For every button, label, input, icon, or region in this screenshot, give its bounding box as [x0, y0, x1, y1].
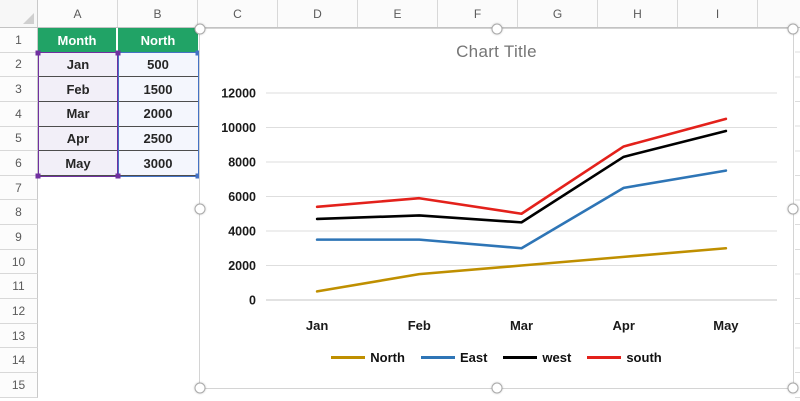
legend-item-west[interactable]: west [503, 350, 571, 365]
legend-label: west [542, 350, 572, 365]
row-header-9[interactable]: 9 [0, 225, 38, 250]
row-header-4[interactable]: 4 [0, 101, 38, 127]
legend-item-north[interactable]: North [331, 350, 405, 365]
cell-b6[interactable]: 3000 [118, 151, 198, 176]
table-row: Feb 1500 [38, 77, 198, 102]
row-header-13[interactable]: 13 [0, 323, 38, 349]
column-header-c[interactable]: C [198, 0, 278, 27]
column-header-row: A B C D E F G H I [0, 0, 800, 28]
column-header-d[interactable]: D [278, 0, 358, 27]
chart-legend[interactable]: North East west south [200, 350, 793, 365]
row-header-14[interactable]: 14 [0, 348, 38, 373]
table-header-row: Month North [38, 28, 198, 53]
legend-line-swatch [420, 356, 455, 359]
row-header-15[interactable]: 15 [0, 372, 38, 398]
svg-text:6000: 6000 [228, 190, 256, 204]
resize-handle-bottom-middle[interactable] [491, 382, 502, 394]
cell-b3[interactable]: 1500 [118, 77, 198, 102]
gridline-sliver [795, 28, 800, 401]
cell-a3[interactable]: Feb [38, 77, 118, 102]
resize-handle-bottom-left[interactable] [194, 382, 206, 394]
resize-handle-bottom-right[interactable] [787, 382, 799, 394]
svg-text:4000: 4000 [228, 225, 256, 239]
row-header-column: 1 2 3 4 5 6 7 8 9 10 11 12 13 14 15 [0, 28, 38, 398]
chart-title[interactable]: Chart Title [456, 42, 537, 61]
svg-text:Apr: Apr [613, 318, 635, 333]
legend-label: East [459, 350, 488, 365]
table-row: Apr 2500 [38, 126, 198, 152]
row-header-5[interactable]: 5 [0, 126, 38, 152]
column-header-b[interactable]: B [118, 0, 198, 27]
svg-text:Jan: Jan [306, 318, 328, 333]
row-header-1[interactable]: 1 [0, 28, 38, 53]
svg-text:Feb: Feb [408, 318, 431, 333]
resize-handle-middle-left[interactable] [194, 203, 206, 214]
svg-text:May: May [713, 318, 739, 333]
resize-handle-middle-right[interactable] [787, 203, 799, 214]
legend-item-east[interactable]: East [420, 350, 488, 365]
svg-text:8000: 8000 [228, 156, 256, 170]
chart-object[interactable]: Chart Title 0 2000 4000 6000 8000 10000 12000 J… [194, 23, 799, 394]
legend-item-south[interactable]: south [587, 350, 662, 365]
svg-text:Mar: Mar [510, 318, 533, 333]
cell-b4[interactable]: 2000 [118, 101, 198, 127]
legend-label: North [370, 350, 405, 365]
plot-area[interactable]: 0 2000 4000 6000 8000 10000 12000 Jan Feb Mar Apr M… [200, 29, 795, 390]
cell-a2[interactable]: Jan [38, 52, 118, 78]
row-header-12[interactable]: 12 [0, 299, 38, 324]
column-header-h[interactable]: H [598, 0, 678, 27]
resize-handle-top-right[interactable] [787, 23, 799, 35]
column-header-g[interactable]: G [518, 0, 598, 27]
table-row: Jan 500 [38, 52, 198, 78]
row-header-2[interactable]: 2 [0, 52, 38, 78]
row-header-7[interactable]: 7 [0, 175, 38, 201]
column-header-f[interactable]: F [438, 0, 518, 27]
resize-handle-top-middle[interactable] [491, 23, 502, 35]
cell-b5[interactable]: 2500 [118, 126, 198, 152]
resize-handle-top-left[interactable] [194, 23, 206, 35]
legend-line-swatch [503, 356, 538, 359]
column-header-i[interactable]: I [678, 0, 758, 27]
table-row: Mar 2000 [38, 101, 198, 127]
column-header-a[interactable]: A [38, 0, 118, 27]
legend-line-swatch [587, 356, 622, 359]
select-all-triangle-icon [23, 13, 34, 24]
svg-text:12000: 12000 [221, 87, 256, 101]
row-header-6[interactable]: 6 [0, 151, 38, 176]
row-header-3[interactable]: 3 [0, 77, 38, 102]
svg-text:2000: 2000 [228, 259, 256, 273]
cell-a4[interactable]: Mar [38, 101, 118, 127]
legend-line-swatch [331, 356, 366, 359]
row-header-8[interactable]: 8 [0, 200, 38, 226]
svg-text:10000: 10000 [221, 121, 256, 135]
data-table: Month North Jan 500 Feb 1500 Mar 2000 Ap… [38, 28, 198, 176]
table-header-north[interactable]: North [118, 28, 198, 53]
column-header-e[interactable]: E [358, 0, 438, 27]
table-row: May 3000 [38, 151, 198, 176]
legend-label: south [626, 350, 662, 365]
cell-b2[interactable]: 500 [118, 52, 198, 78]
cell-a5[interactable]: Apr [38, 126, 118, 152]
cell-a6[interactable]: May [38, 151, 118, 176]
row-header-11[interactable]: 11 [0, 274, 38, 300]
svg-text:0: 0 [249, 294, 256, 308]
table-header-month[interactable]: Month [38, 28, 118, 53]
select-all-corner[interactable] [0, 0, 38, 27]
row-header-10[interactable]: 10 [0, 249, 38, 275]
